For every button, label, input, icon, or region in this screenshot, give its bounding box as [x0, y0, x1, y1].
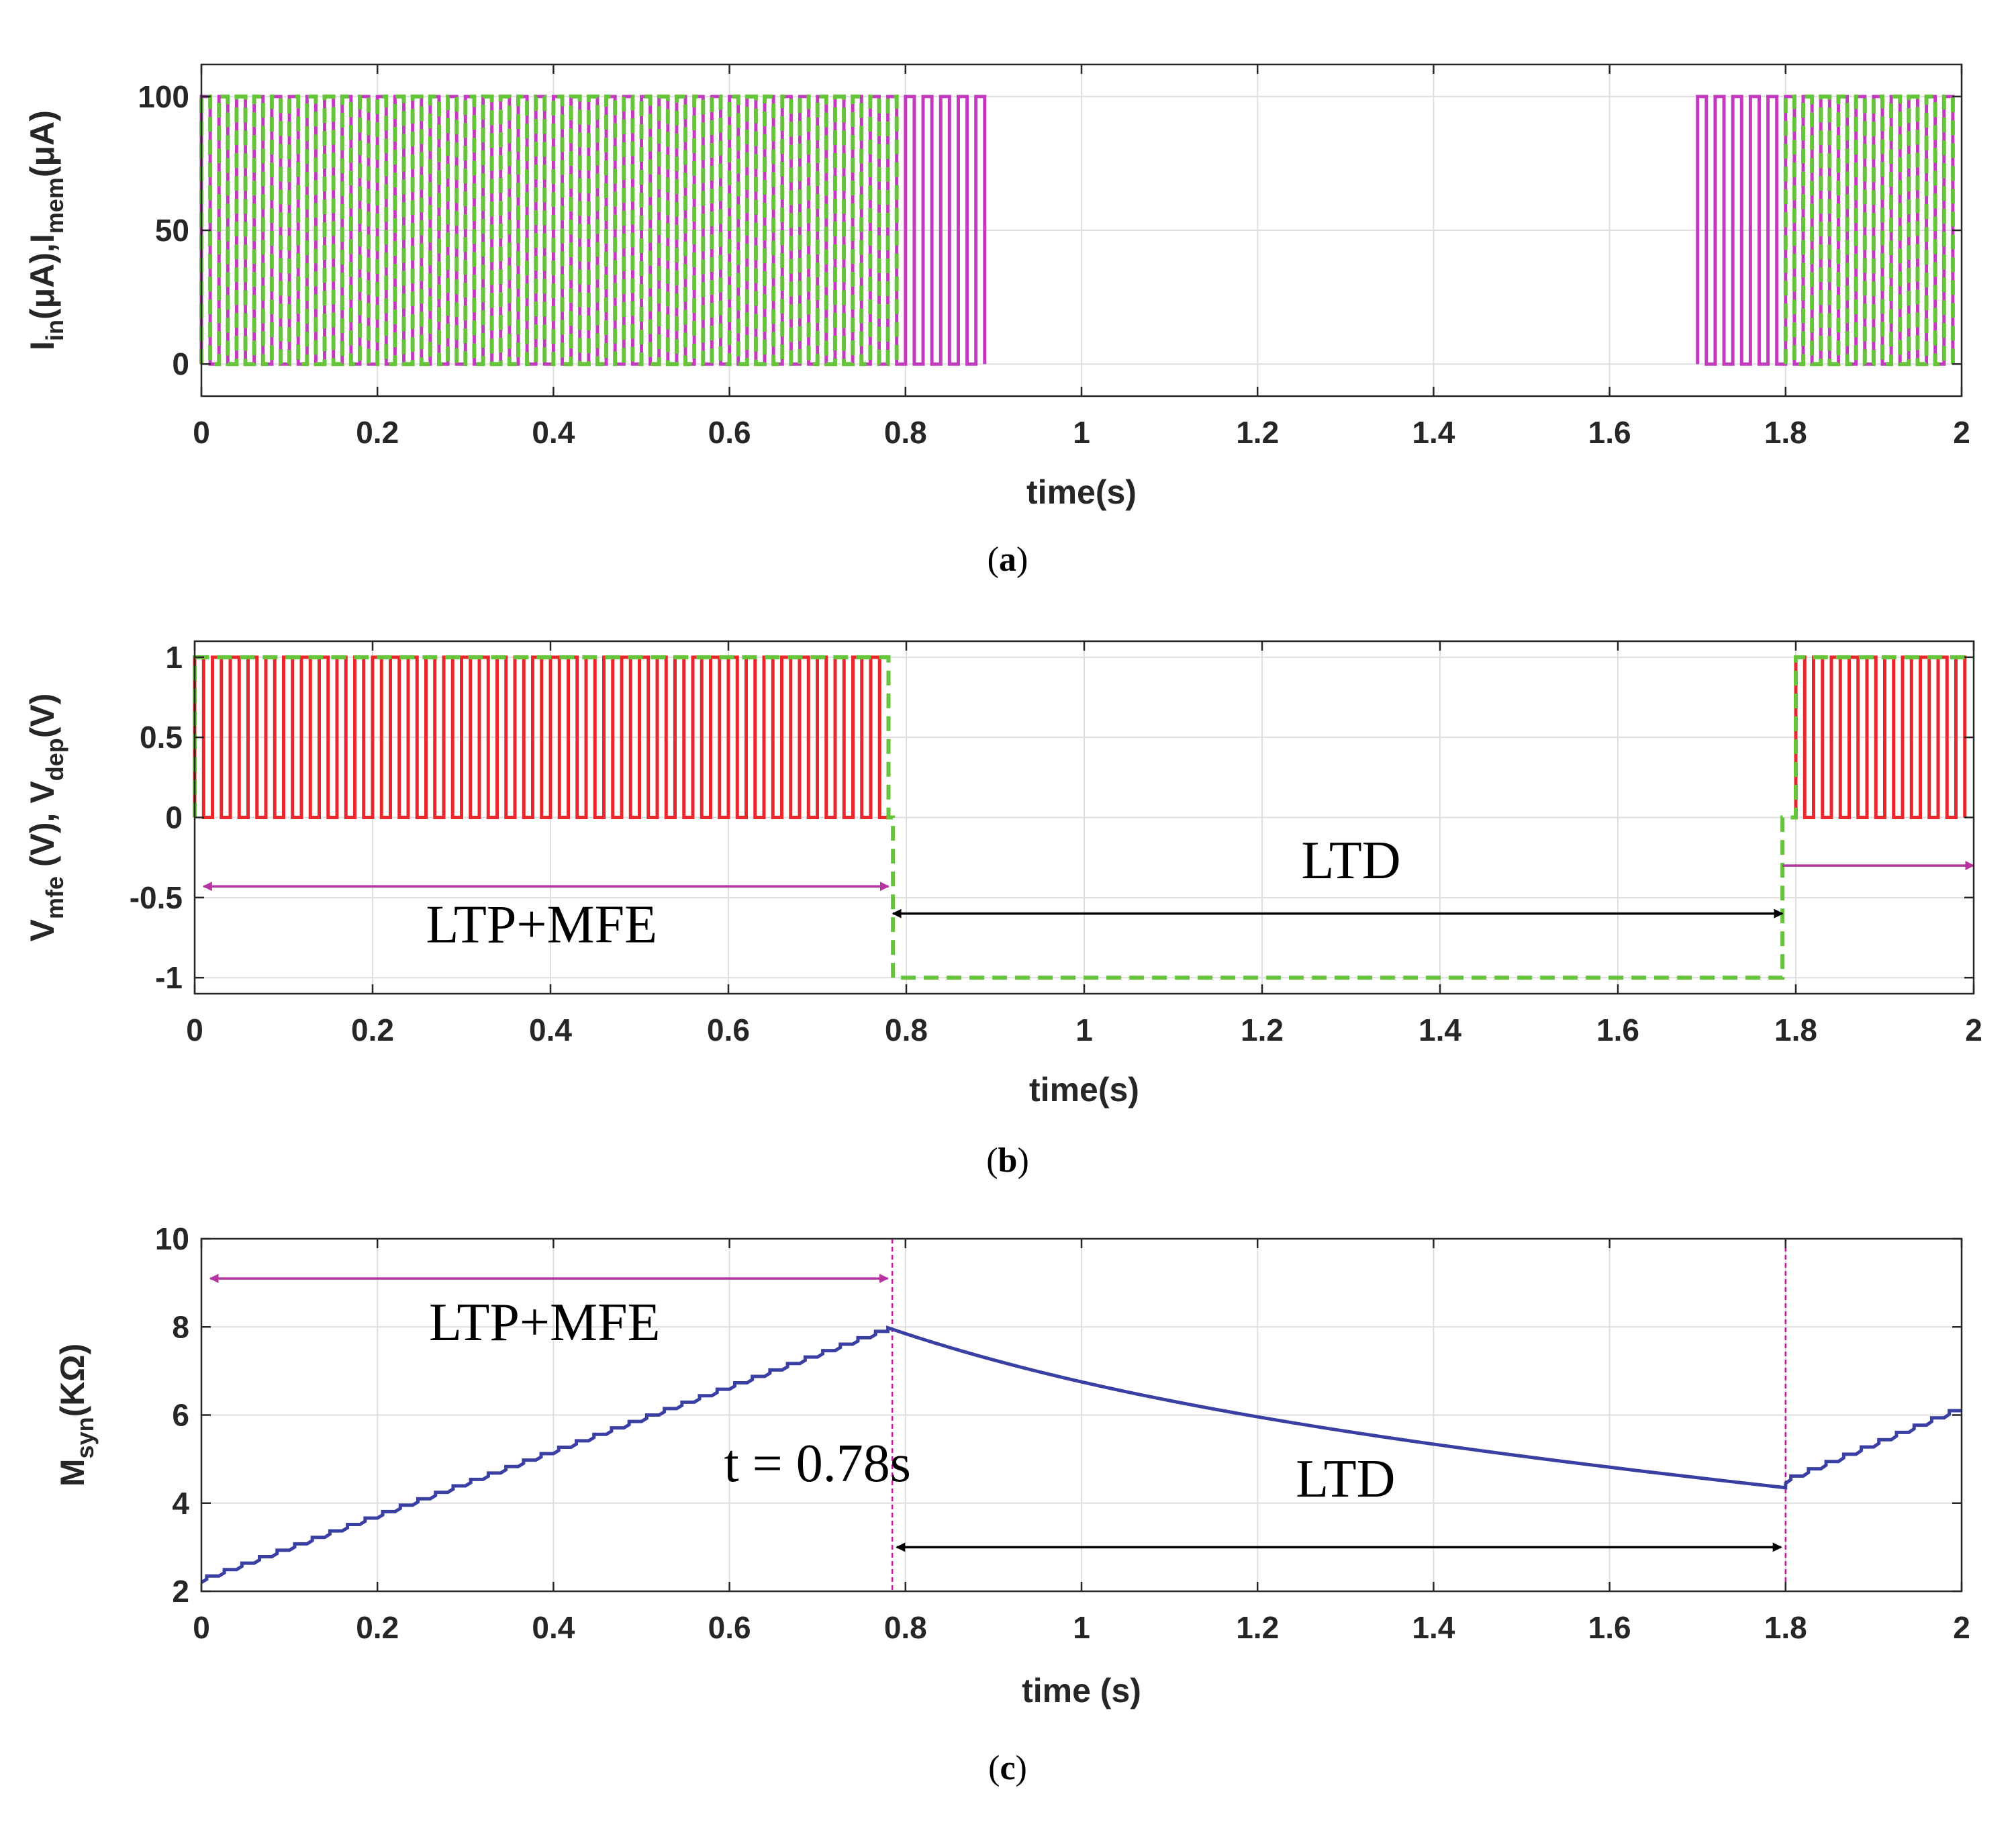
y-label-text: (V) — [23, 694, 61, 739]
x-axis-label: time (s) — [1022, 1672, 1141, 1709]
y-axis-label: Msyn(KΩ) — [54, 1344, 99, 1487]
series-i-mem — [199, 94, 1955, 367]
x-tick-label: 1.2 — [1236, 415, 1279, 450]
subfigure-caption: (b) — [986, 1141, 1029, 1180]
caption-paren: ( — [988, 540, 999, 579]
caption-paren: ) — [1017, 1141, 1028, 1180]
y-label-text: (V), V — [23, 781, 61, 876]
chart-a: 0 0.2 0.4 0.6 0.8 1 1.2 1.4 1.6 1.8 2 0 50 100 time(s)… — [23, 63, 1970, 579]
caption-letter: c — [1000, 1749, 1015, 1787]
chart-c: LTP+MFE t = 0.78s LTD 0 0.2 0.4 0.6 0.8 1 1.2 1.4 1… — [54, 1221, 1970, 1787]
series-v-dep — [193, 655, 1974, 980]
x-tick-label: 0.2 — [351, 1013, 394, 1047]
x-tick-label: 0.2 — [356, 415, 399, 450]
y-label-text: I — [23, 341, 61, 350]
x-tick-label: 1 — [1075, 1013, 1093, 1047]
x-tick-label: 0 — [186, 1013, 203, 1047]
annotation-ltp-mfe: LTP+MFE — [426, 896, 658, 955]
y-tick-label: -0.5 — [130, 880, 183, 915]
x-tick-label: 0.8 — [884, 1610, 927, 1645]
y-tick-label: 0 — [165, 800, 183, 835]
x-tick-label: 1.6 — [1588, 415, 1631, 450]
y-tick-label: 1 — [165, 640, 183, 675]
x-tick-label: 0.4 — [529, 1013, 572, 1047]
x-tick-label: 0.8 — [885, 1013, 928, 1047]
y-tick-label: 50 — [155, 213, 189, 248]
caption-paren: ) — [1016, 1749, 1027, 1787]
x-tick-label: 2 — [1953, 1610, 1970, 1645]
x-tick-label: 1.8 — [1774, 1013, 1817, 1047]
y-tick-label: 100 — [138, 79, 189, 114]
x-tick-label: 1.4 — [1419, 1013, 1461, 1047]
y-label-text: (μA),I — [23, 234, 61, 320]
x-tick-label: 1 — [1073, 415, 1090, 450]
y-label-subscript: mem — [41, 177, 68, 234]
caption-paren: ( — [986, 1141, 998, 1180]
x-tick-label: 1.6 — [1588, 1610, 1631, 1645]
x-tick-label: 0.2 — [356, 1610, 399, 1645]
caption-letter: b — [998, 1141, 1018, 1180]
y-label-subscript: dep — [41, 738, 68, 781]
y-label-subscript: mfe — [41, 876, 68, 919]
y-label-text: (μA) — [23, 110, 61, 177]
y-axis-label: Iin(μA),Imem(μA) — [23, 110, 68, 350]
annotation-ltp-mfe: LTP+MFE — [429, 1293, 661, 1352]
y-tick-label: 10 — [155, 1221, 189, 1256]
chart-b: LTP+MFE LTD 0 0.2 0.4 0.6 0.8 1 1.2 1.4 1.6 1.8 2 -1 -… — [23, 640, 1982, 1180]
caption-letter: a — [999, 540, 1016, 579]
x-tick-label: 1.6 — [1596, 1013, 1639, 1047]
x-tick-label: 0.8 — [884, 415, 927, 450]
x-tick-label: 0.6 — [708, 415, 751, 450]
y-label-text: (KΩ) — [54, 1344, 91, 1417]
caption-paren: ) — [1016, 540, 1028, 579]
x-tick-label: 2 — [1965, 1013, 1982, 1047]
y-label-subscript: in — [41, 320, 68, 341]
y-tick-label: 0 — [172, 346, 189, 381]
y-label-text: V — [23, 919, 61, 941]
x-tick-label: 0 — [193, 415, 210, 450]
subfigure-caption: (a) — [988, 540, 1028, 579]
y-label-text: M — [54, 1458, 91, 1487]
x-axis-label: time(s) — [1026, 473, 1137, 511]
y-tick-label: 0.5 — [140, 720, 183, 755]
subfigure-caption: (c) — [988, 1749, 1027, 1787]
x-tick-label: 1.4 — [1412, 1610, 1455, 1645]
y-tick-label: 8 — [172, 1309, 189, 1344]
x-axis-label: time(s) — [1029, 1071, 1139, 1109]
x-tick-label: 1.4 — [1412, 415, 1455, 450]
series-m-syn — [200, 1325, 1962, 1585]
caption-paren: ( — [988, 1749, 1000, 1787]
x-tick-label: 0.6 — [708, 1610, 751, 1645]
annotation-ltd: LTD — [1296, 1450, 1395, 1509]
x-tick-label: 1.2 — [1236, 1610, 1279, 1645]
y-axis-label: Vmfe (V), Vdep(V) — [23, 694, 68, 942]
annotation-t-078s: t = 0.78s — [724, 1434, 910, 1493]
y-tick-label: 4 — [172, 1486, 189, 1521]
y-tick-label: -1 — [155, 960, 183, 995]
x-tick-label: 1.8 — [1764, 1610, 1807, 1645]
x-tick-label: 0 — [193, 1610, 210, 1645]
x-tick-label: 1.8 — [1764, 415, 1807, 450]
x-tick-label: 2 — [1953, 415, 1970, 450]
x-tick-label: 0.4 — [532, 415, 575, 450]
y-tick-label: 6 — [172, 1398, 189, 1433]
x-tick-label: 0.4 — [532, 1610, 575, 1645]
y-tick-label: 2 — [172, 1574, 189, 1609]
x-tick-label: 1.2 — [1241, 1013, 1284, 1047]
x-tick-label: 0.6 — [707, 1013, 750, 1047]
x-tick-label: 1 — [1073, 1610, 1090, 1645]
annotation-ltd: LTD — [1301, 831, 1400, 890]
y-label-subscript: syn — [71, 1417, 99, 1458]
